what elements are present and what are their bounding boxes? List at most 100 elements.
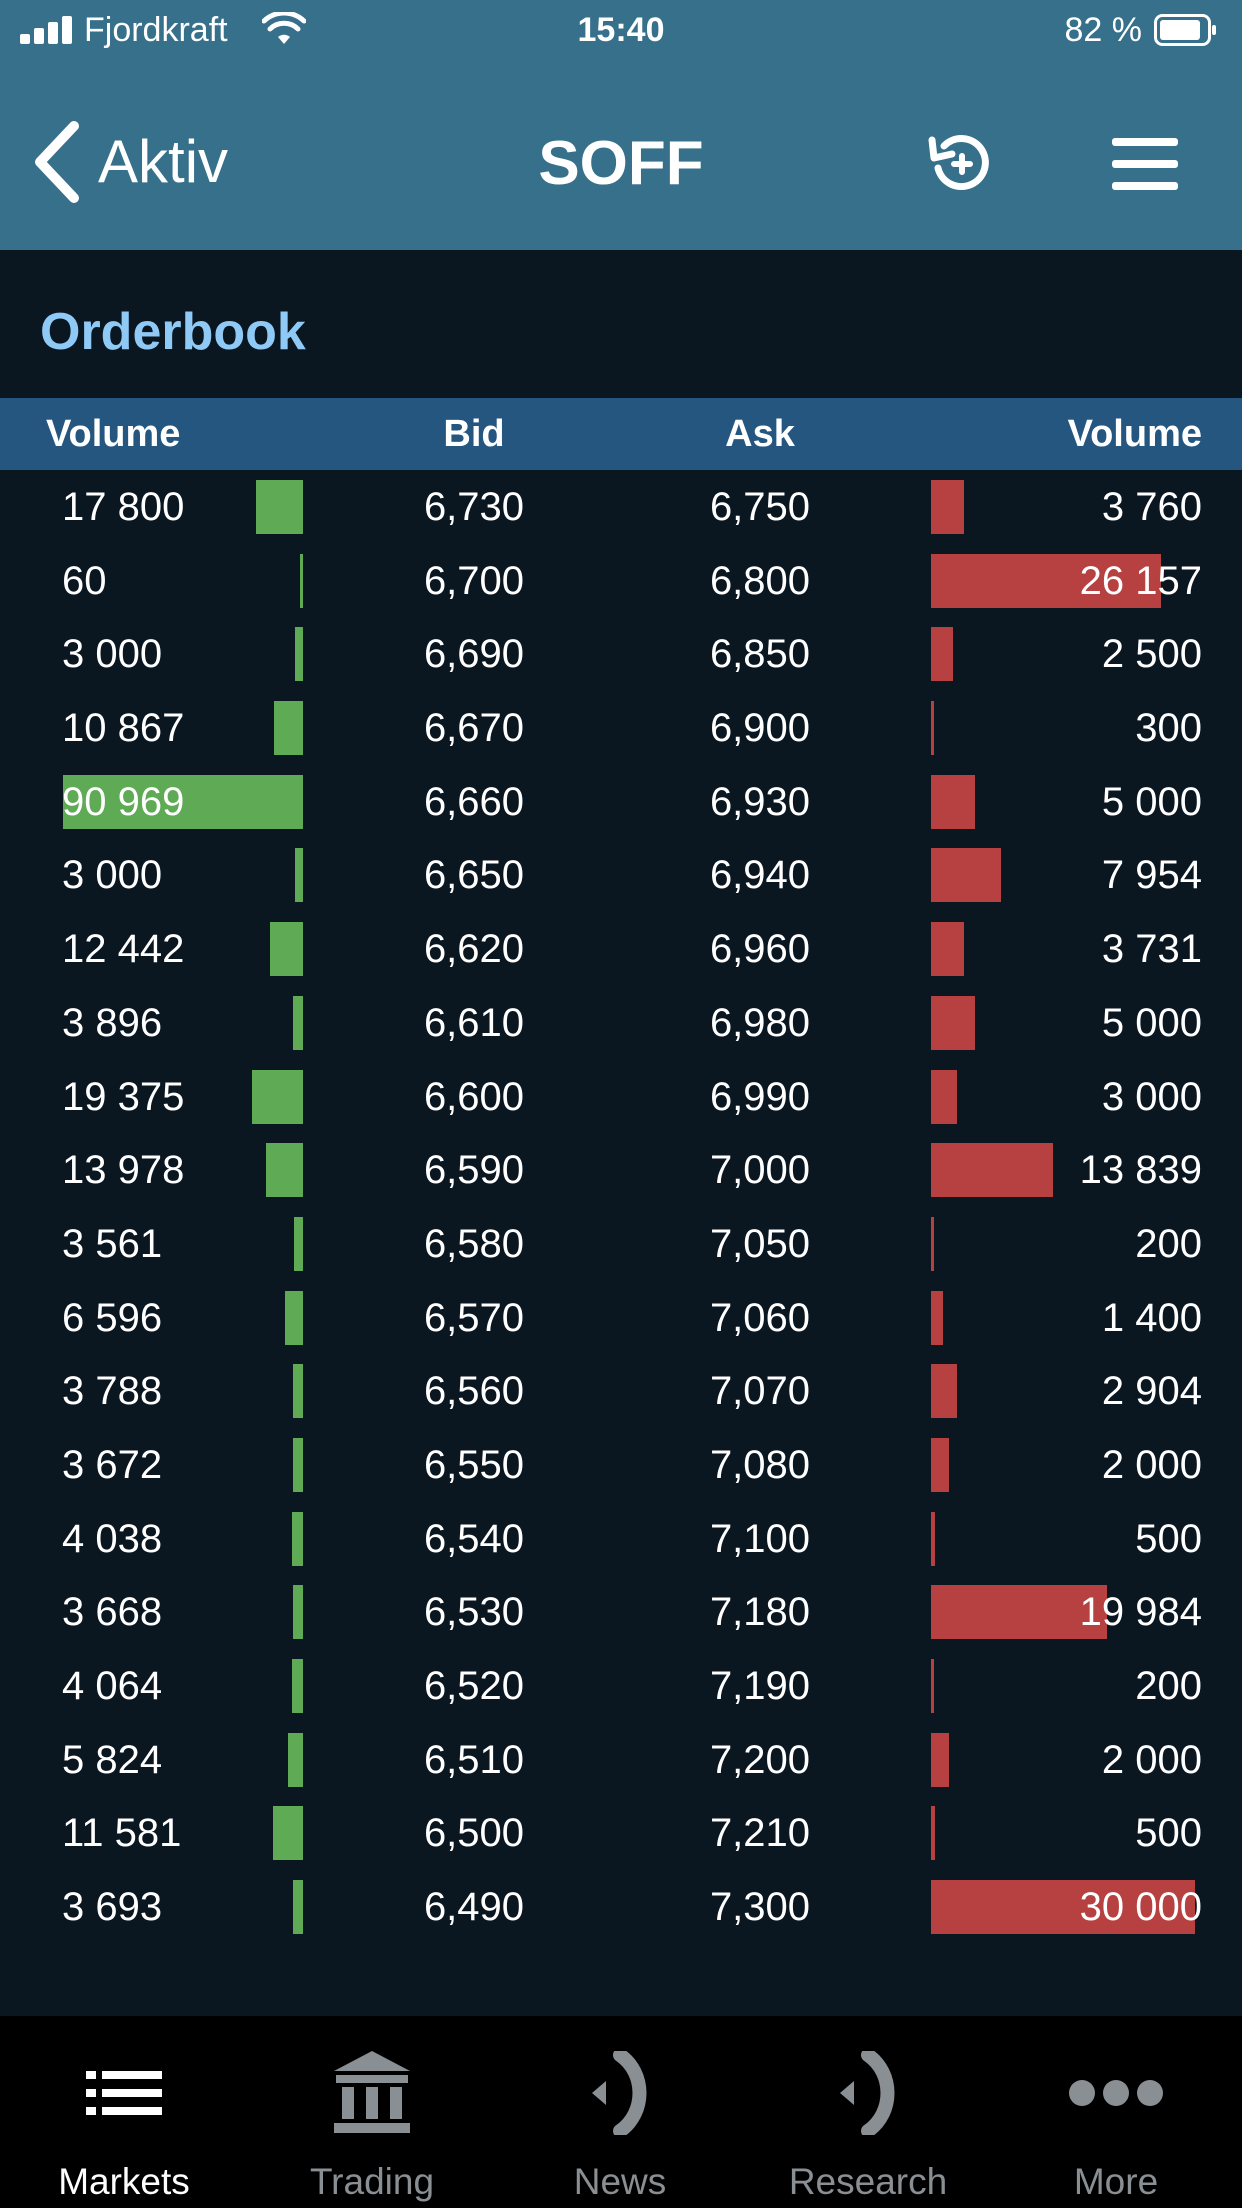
bid-volume-bar <box>274 701 303 756</box>
ask-volume-bar <box>931 1880 1195 1935</box>
bid-volume: 3 561 <box>62 1221 163 1266</box>
bid-volume: 3 000 <box>62 853 163 898</box>
bid-volume: 60 <box>62 558 107 603</box>
bid-volume: 10 867 <box>62 706 185 751</box>
orderbook-table: 17 800 6,730 6,750 3 760 60 6,700 6,800 26 157 3… <box>0 470 1242 1944</box>
bid-price: 6,690 <box>423 632 525 677</box>
ask-volume: 1 400 <box>1101 1295 1202 1340</box>
bid-volume-bar <box>292 1511 303 1566</box>
menu-icon[interactable] <box>1110 134 1180 194</box>
ask-volume-bar <box>931 1585 1107 1640</box>
ask-volume-bar <box>931 1511 935 1566</box>
bid-price: 6,510 <box>423 1737 525 1782</box>
back-label: Aktiv <box>98 128 229 195</box>
orderbook-row[interactable]: 17 800 6,730 6,750 3 760 <box>0 470 1242 544</box>
orderbook-row[interactable]: 10 867 6,670 6,900 300 <box>0 691 1242 765</box>
bid-volume: 19 375 <box>62 1074 185 1119</box>
ask-volume: 3 760 <box>1101 485 1202 529</box>
ask-volume: 5 000 <box>1101 779 1202 824</box>
orderbook-row[interactable]: 13 978 6,590 7,000 13 839 <box>0 1133 1242 1207</box>
ask-price: 7,200 <box>709 1737 811 1782</box>
orderbook-row[interactable]: 3 693 6,490 7,300 30 000 <box>0 1870 1242 1944</box>
bid-volume-bar <box>252 1069 303 1124</box>
ask-volume: 30 000 <box>1079 1885 1202 1930</box>
bid-volume: 12 442 <box>62 927 185 972</box>
orderbook-row[interactable]: 3 668 6,530 7,180 19 984 <box>0 1575 1242 1649</box>
ask-price: 7,300 <box>709 1885 811 1930</box>
ask-price: 6,850 <box>709 632 811 677</box>
ask-volume: 2 904 <box>1101 1369 1202 1414</box>
ask-volume-bar <box>931 553 1161 608</box>
ask-volume-bar <box>931 774 975 829</box>
bid-price: 6,600 <box>423 1074 525 1119</box>
ask-volume: 200 <box>1135 1221 1202 1266</box>
orderbook-row[interactable]: 11 581 6,500 7,210 500 <box>0 1796 1242 1870</box>
bid-volume: 3 000 <box>62 632 163 677</box>
bid-volume-bar <box>288 1732 303 1787</box>
bid-volume-bar <box>293 1437 303 1492</box>
ask-volume: 19 984 <box>1079 1590 1202 1635</box>
ask-volume-bar <box>931 1364 957 1419</box>
orderbook-row[interactable]: 5 824 6,510 7,200 2 000 <box>0 1723 1242 1797</box>
ask-price: 7,190 <box>709 1664 811 1708</box>
bid-volume: 5 824 <box>62 1737 163 1782</box>
tab-label: Trading <box>309 2161 435 2202</box>
tab-research[interactable]: Research <box>744 2016 992 2208</box>
ask-volume-bar <box>931 1143 1053 1198</box>
bid-volume-bar <box>266 1143 303 1198</box>
bid-volume-bar <box>293 995 303 1050</box>
ask-price: 7,080 <box>709 1442 811 1487</box>
bid-price: 6,610 <box>423 1000 525 1045</box>
bid-price: 6,580 <box>423 1221 525 1266</box>
tab-more[interactable]: More <box>992 2016 1242 2208</box>
bid-price: 6,560 <box>423 1369 525 1414</box>
ask-price: 6,990 <box>709 1074 811 1119</box>
orderbook-row[interactable]: 3 788 6,560 7,070 2 904 <box>0 1354 1242 1428</box>
tab-trading[interactable]: Trading <box>248 2016 496 2208</box>
tab-bar: Markets Trading News <box>0 2016 1242 2208</box>
orderbook-row[interactable]: 12 442 6,620 6,960 3 731 <box>0 912 1242 986</box>
history-icon[interactable] <box>924 128 996 200</box>
more-icon <box>1069 2080 1163 2106</box>
bid-volume: 17 800 <box>62 485 185 529</box>
bid-volume-bar <box>295 848 303 903</box>
orderbook-row[interactable]: 3 672 6,550 7,080 2 000 <box>0 1428 1242 1502</box>
ask-price: 6,960 <box>709 927 811 972</box>
tab-markets[interactable]: Markets <box>0 2016 248 2208</box>
bid-volume: 3 668 <box>62 1590 163 1635</box>
ask-volume: 3 000 <box>1101 1074 1202 1119</box>
bank-icon <box>334 2051 410 2133</box>
ask-volume: 500 <box>1135 1811 1202 1856</box>
orderbook-row[interactable]: 19 375 6,600 6,990 3 000 <box>0 1060 1242 1134</box>
orderbook-row[interactable]: 4 064 6,520 7,190 200 <box>0 1649 1242 1723</box>
orderbook-row[interactable]: 90 969 6,660 6,930 5 000 <box>0 765 1242 839</box>
bid-price: 6,490 <box>423 1885 525 1930</box>
orderbook-row[interactable]: 4 038 6,540 7,100 500 <box>0 1502 1242 1576</box>
ask-volume-bar <box>931 1069 957 1124</box>
bid-price: 6,730 <box>423 485 525 529</box>
orderbook-row[interactable]: 3 000 6,650 6,940 7 954 <box>0 838 1242 912</box>
back-button[interactable]: Aktiv <box>32 121 229 203</box>
tab-news[interactable]: News <box>496 2016 744 2208</box>
ask-volume-bar <box>931 995 975 1050</box>
ask-volume: 13 839 <box>1079 1148 1202 1193</box>
ask-price: 7,100 <box>709 1516 811 1561</box>
bid-price: 6,650 <box>423 853 525 898</box>
ask-volume-bar <box>931 1437 949 1492</box>
bid-volume: 90 969 <box>62 779 185 824</box>
orderbook-row[interactable]: 3 000 6,690 6,850 2 500 <box>0 617 1242 691</box>
bid-volume-bar <box>293 1364 303 1419</box>
bid-price: 6,570 <box>423 1295 525 1340</box>
ask-volume: 26 157 <box>1079 558 1202 603</box>
bid-volume-bar <box>300 553 303 608</box>
orderbook-row[interactable]: 3 561 6,580 7,050 200 <box>0 1207 1242 1281</box>
battery-icon <box>1154 14 1216 46</box>
bid-volume: 11 581 <box>62 1811 182 1856</box>
ask-volume: 2 000 <box>1101 1737 1202 1782</box>
orderbook-row[interactable]: 60 6,700 6,800 26 157 <box>0 544 1242 618</box>
bid-volume-bar <box>292 1659 303 1713</box>
ask-price: 7,070 <box>709 1369 811 1414</box>
orderbook-row[interactable]: 3 896 6,610 6,980 5 000 <box>0 986 1242 1060</box>
bid-price: 6,550 <box>423 1442 525 1487</box>
orderbook-row[interactable]: 6 596 6,570 7,060 1 400 <box>0 1281 1242 1355</box>
